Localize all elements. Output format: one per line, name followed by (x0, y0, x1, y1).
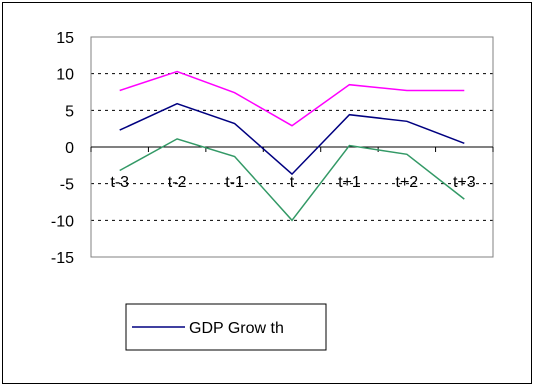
legend-label: GDP Grow th (189, 320, 284, 337)
x-tick-label: t+2 (396, 174, 419, 191)
x-tick-label: t-1 (225, 174, 244, 191)
y-tick-label: -10 (51, 213, 74, 230)
x-tick-label: t-2 (168, 174, 187, 191)
legend: GDP Grow th (125, 303, 327, 351)
y-tick-label: 10 (56, 67, 74, 84)
y-tick-label: 5 (65, 103, 74, 120)
x-tick-label: t+3 (453, 174, 476, 191)
series-line-2 (119, 138, 465, 222)
series-line-1 (119, 102, 465, 176)
series-line-0 (119, 70, 465, 127)
y-axis: 15 10 5 0 -5 -10 -15 (51, 30, 74, 267)
x-tick-label: t-3 (110, 174, 129, 191)
y-tick-label: -15 (51, 250, 74, 267)
x-tick-label: t (290, 174, 295, 191)
y-tick-label: 0 (65, 140, 74, 157)
series-lines (119, 70, 465, 222)
y-tick-label: -5 (60, 177, 74, 194)
y-tick-label: 15 (56, 30, 74, 47)
x-axis: t-3 t-2 t-1 t t+1 t+2 t+3 (90, 146, 494, 191)
x-tick-label: t+1 (338, 174, 361, 191)
